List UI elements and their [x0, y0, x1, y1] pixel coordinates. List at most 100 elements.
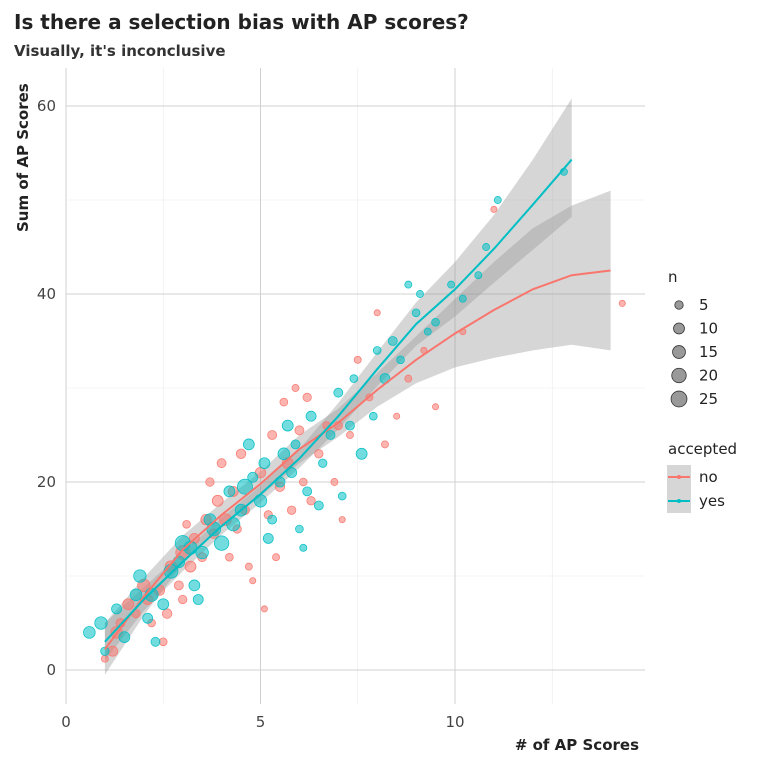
data-point-no	[330, 478, 339, 486]
data-point-yes	[281, 419, 294, 432]
data-point-no	[178, 594, 188, 605]
legend-size-label: 15	[699, 343, 718, 361]
legend-size-key	[670, 390, 688, 408]
legend-color-key-dot	[677, 475, 681, 479]
data-point-yes	[157, 598, 170, 611]
data-point-no	[287, 505, 297, 515]
data-point-yes	[493, 196, 502, 204]
data-point-no	[182, 519, 191, 529]
data-point-no	[184, 560, 197, 573]
y-tick-label: 40	[37, 285, 56, 303]
data-points	[83, 167, 626, 663]
data-point-no	[211, 494, 224, 507]
data-point-yes	[302, 486, 313, 497]
legend-color-title: accepted	[668, 440, 737, 458]
data-point-no	[100, 654, 109, 663]
data-point-yes	[277, 447, 291, 461]
data-point-yes	[458, 294, 467, 303]
data-point-yes	[333, 387, 344, 398]
y-tick-label: 60	[37, 97, 56, 115]
chart-subtitle: Visually, it's inconclusive	[14, 42, 226, 60]
y-tick-label: 0	[46, 661, 56, 679]
data-point-no	[205, 477, 215, 487]
data-point-no	[306, 496, 316, 506]
data-point-yes	[237, 478, 253, 495]
data-point-yes	[129, 588, 143, 602]
data-point-yes	[295, 524, 304, 534]
data-point-no	[260, 605, 268, 613]
data-point-no	[291, 384, 300, 392]
data-point-yes	[118, 631, 131, 643]
data-point-no	[158, 637, 168, 647]
legend-size-label: 5	[699, 296, 709, 314]
data-point-yes	[299, 543, 308, 552]
data-point-yes	[290, 439, 301, 450]
data-point-yes	[142, 612, 154, 624]
data-point-yes	[94, 616, 108, 630]
data-point-no	[249, 577, 257, 585]
x-tick-label: 0	[61, 713, 71, 731]
data-point-no	[381, 440, 389, 449]
data-point-yes	[325, 430, 336, 440]
data-point-no	[393, 412, 401, 420]
data-point-no	[404, 374, 413, 383]
legend-size-key	[673, 322, 685, 335]
data-point-no	[298, 477, 308, 487]
data-point-no	[353, 355, 362, 364]
data-point-yes	[262, 532, 274, 544]
data-point-yes	[111, 603, 122, 615]
data-point-yes	[474, 271, 483, 280]
data-point-yes	[267, 514, 278, 525]
data-point-no	[122, 598, 135, 611]
data-point-yes	[416, 290, 424, 298]
legend-size-key	[671, 367, 687, 384]
data-point-yes	[318, 458, 328, 468]
data-point-yes	[396, 355, 405, 365]
data-point-no	[267, 430, 278, 440]
x-axis-title: # of AP Scores	[515, 736, 639, 754]
data-point-yes	[404, 280, 413, 289]
data-point-no	[216, 458, 227, 469]
legend-size-label: 10	[699, 320, 718, 338]
legend-size-key	[674, 300, 684, 310]
legend-size-key	[672, 345, 686, 359]
data-point-yes	[482, 243, 491, 251]
data-point-yes	[313, 500, 324, 511]
data-point-yes	[258, 457, 271, 470]
data-point-no	[173, 580, 184, 591]
grid-lines	[65, 68, 645, 704]
data-point-yes	[253, 494, 268, 508]
data-point-no	[161, 608, 173, 619]
data-point-yes	[150, 636, 161, 647]
data-point-no	[244, 562, 253, 571]
data-point-yes	[223, 485, 236, 498]
data-point-yes	[369, 411, 378, 421]
data-point-no	[279, 397, 289, 407]
data-point-yes	[133, 569, 147, 583]
data-point-no	[272, 553, 280, 562]
data-point-yes	[387, 336, 398, 346]
data-point-yes	[188, 579, 201, 592]
data-point-no	[235, 448, 247, 459]
data-point-yes	[423, 327, 432, 336]
data-point-no	[314, 449, 324, 459]
data-point-yes	[192, 594, 204, 605]
data-point-yes	[286, 467, 298, 479]
data-point-yes	[242, 438, 255, 451]
data-point-yes	[213, 535, 230, 551]
data-point-yes	[144, 587, 159, 602]
y-tick-label: 20	[37, 473, 56, 491]
data-point-no	[225, 552, 234, 562]
data-point-yes	[195, 545, 209, 560]
data-point-no	[338, 516, 346, 524]
data-point-yes	[372, 346, 382, 355]
data-point-yes	[100, 646, 110, 656]
data-point-no	[490, 205, 498, 213]
confidence-band-no	[104, 190, 611, 675]
legend-color-label: yes	[699, 492, 725, 510]
axis-ticks: 0 5 10 0 20 40 60	[37, 97, 465, 731]
legend-color-key-dot	[677, 499, 681, 503]
smooth-line-no	[104, 269, 611, 650]
data-point-yes	[411, 308, 421, 318]
